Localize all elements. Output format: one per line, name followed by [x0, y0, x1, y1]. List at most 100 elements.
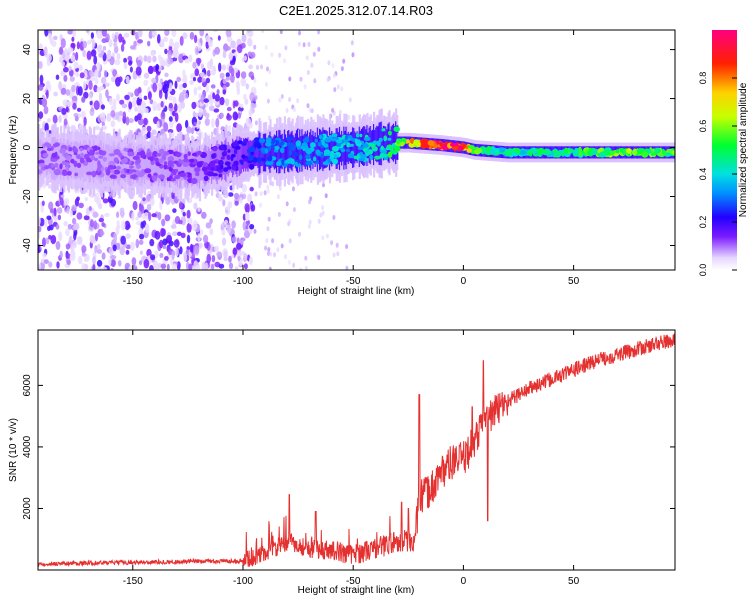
- heatmap-cell: [159, 239, 164, 249]
- heatmap-cell: [168, 102, 173, 109]
- heatmap-cell: [308, 199, 312, 205]
- heatmap-cell: [183, 252, 187, 262]
- heatmap-cell: [58, 115, 62, 123]
- heatmap-cell: [138, 239, 144, 245]
- heatmap-cell: [128, 101, 133, 110]
- heatmap-cell: [116, 211, 120, 218]
- heatmap-cell: [188, 263, 193, 270]
- heatmap-cell: [73, 232, 77, 241]
- heatmap-cell: [270, 52, 274, 58]
- heatmap-cell: [231, 165, 237, 171]
- heatmap-cell: [151, 175, 158, 182]
- heatmap-cell: [120, 169, 125, 175]
- spectrogram-y-axis: -40 -20 0 20 40: [22, 44, 675, 253]
- heatmap-cell: [91, 170, 97, 178]
- heatmap-cell: [93, 212, 99, 218]
- heatmap-cell: [220, 164, 224, 170]
- heatmap-cell: [119, 99, 125, 105]
- heatmap-cell: [255, 157, 262, 163]
- heatmap-cell: [147, 40, 151, 47]
- heatmap-cell: [641, 151, 649, 158]
- heatmap-cell: [138, 260, 143, 266]
- heatmap-cell: [125, 76, 130, 84]
- heatmap-cell: [98, 217, 105, 223]
- heatmap-cell: [67, 223, 73, 230]
- heatmap-cell: [143, 55, 148, 62]
- heatmap-cell: [63, 74, 68, 82]
- snr-series-line: [38, 333, 675, 568]
- heatmap-cell: [109, 174, 116, 179]
- x-tick-label: -150: [123, 576, 143, 587]
- heatmap-cell: [169, 82, 173, 92]
- heatmap-cell: [167, 50, 172, 60]
- colorbar-tick-label: 0.4: [698, 168, 708, 181]
- heatmap-cell: [136, 105, 143, 113]
- heatmap-cell: [288, 149, 293, 156]
- heatmap-cell: [83, 116, 87, 126]
- heatmap-cell: [354, 138, 359, 145]
- heatmap-cell: [82, 40, 88, 49]
- heatmap-cell: [182, 69, 186, 78]
- heatmap-cell: [519, 149, 526, 156]
- heatmap-cell: [360, 154, 367, 159]
- heatmap-cell: [237, 255, 241, 262]
- heatmap-cell: [63, 201, 68, 206]
- heatmap-cell: [226, 154, 231, 160]
- heatmap-cell: [202, 81, 208, 88]
- heatmap-cell: [72, 224, 78, 231]
- heatmap-cell: [253, 44, 257, 50]
- heatmap-cell: [237, 112, 242, 119]
- heatmap-cell: [96, 61, 101, 71]
- heatmap-cell: [69, 76, 75, 82]
- heatmap-cell: [114, 45, 119, 54]
- heatmap-cell: [194, 68, 200, 77]
- heatmap-cell: [310, 142, 316, 148]
- heatmap-cell: [98, 86, 105, 91]
- heatmap-cell: [387, 151, 393, 158]
- heatmap-cell: [408, 142, 415, 148]
- y-tick-label: 40: [22, 44, 33, 56]
- heatmap-cell: [149, 238, 155, 247]
- heatmap-cell: [245, 225, 249, 230]
- heatmap-cell: [113, 169, 121, 175]
- heatmap-cell: [162, 238, 168, 246]
- heatmap-cell: [298, 30, 301, 36]
- heatmap-cell: [224, 98, 230, 107]
- heatmap-cell: [108, 247, 114, 256]
- heatmap-cell: [116, 93, 120, 102]
- heatmap-cell: [231, 254, 235, 259]
- heatmap-cell: [515, 148, 521, 154]
- heatmap-cell: [383, 135, 388, 142]
- heatmap-cell: [152, 30, 158, 37]
- heatmap-cell: [172, 110, 176, 117]
- heatmap-cell: [68, 65, 72, 72]
- heatmap-cell: [73, 61, 79, 69]
- heatmap-cell: [244, 230, 250, 239]
- heatmap-cell: [164, 256, 169, 261]
- heatmap-cell: [278, 97, 282, 103]
- heatmap-cell: [40, 204, 44, 213]
- heatmap-cell: [224, 161, 231, 166]
- heatmap-cell: [160, 227, 165, 237]
- heatmap-cell: [225, 76, 231, 81]
- heatmap-cell: [88, 80, 93, 91]
- heatmap-cell: [116, 53, 121, 60]
- heatmap-cell: [186, 209, 191, 219]
- heatmap-cell: [218, 62, 222, 72]
- heatmap-cell: [69, 69, 74, 77]
- heatmap-cell: [130, 45, 136, 50]
- heatmap-cell: [105, 144, 108, 181]
- heatmap-cell: [66, 101, 73, 107]
- heatmap-cell: [217, 159, 224, 167]
- heatmap-cell: [53, 91, 58, 97]
- heatmap-cell: [95, 151, 99, 155]
- heatmap-cell: [219, 112, 224, 119]
- heatmap-cell: [221, 64, 227, 71]
- heatmap-cell: [181, 77, 187, 83]
- heatmap-cell: [632, 150, 638, 156]
- heatmap-cell: [199, 229, 204, 236]
- heatmap-cell: [207, 165, 212, 170]
- heatmap-cell: [240, 71, 247, 79]
- x-tick-label: 50: [568, 276, 580, 287]
- heatmap-cell: [175, 247, 179, 257]
